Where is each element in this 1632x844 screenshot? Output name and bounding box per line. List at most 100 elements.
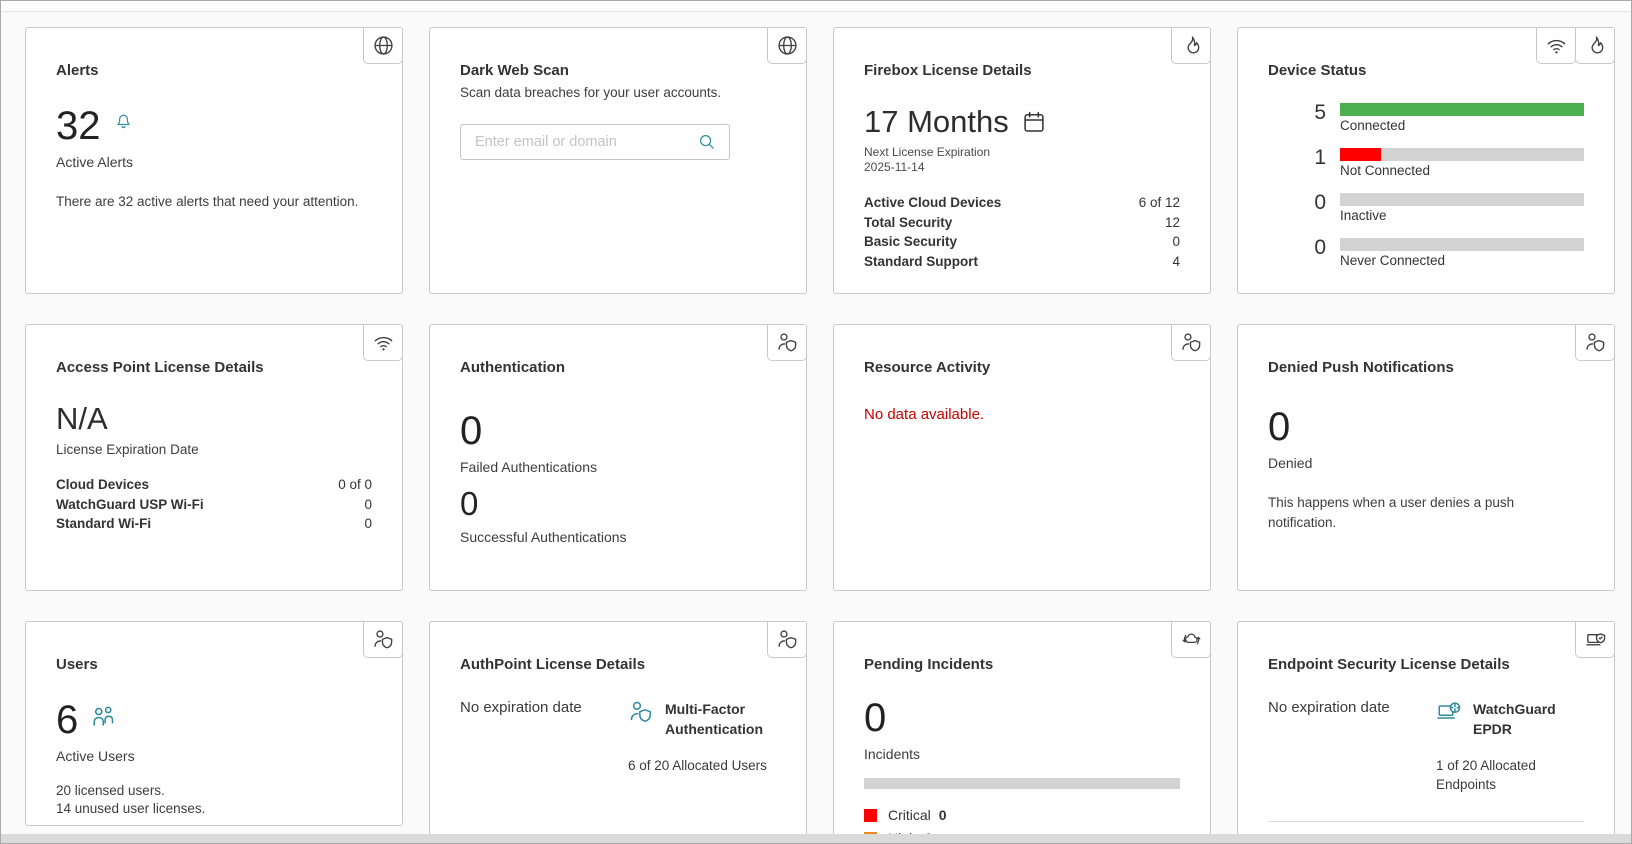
denied-count-label: Denied (1268, 455, 1313, 471)
resource-activity-card[interactable]: Resource Activity No data available. (833, 324, 1211, 591)
bar-track (1340, 193, 1584, 206)
table-row: WatchGuard USP Wi-Fi 0 (56, 496, 372, 512)
dark-web-subtitle: Scan data breaches for your user account… (460, 85, 722, 100)
dark-web-corner-badge (767, 28, 807, 64)
top-band (1, 1, 1631, 12)
authentication-corner-badge (767, 325, 807, 361)
device-status-corner-badges (1536, 28, 1615, 64)
dark-web-search-input[interactable] (473, 133, 697, 151)
endpoint-expiration: No expiration date (1268, 699, 1390, 716)
denied-push-card[interactable]: Denied Push Notifications 0 Denied This … (1237, 324, 1615, 591)
failed-auth-label: Failed Authentications (460, 459, 597, 475)
bar-track (1340, 148, 1584, 161)
authpoint-license-card[interactable]: AuthPoint License Details No expiration … (429, 621, 807, 843)
authpoint-corner-badge (767, 622, 807, 658)
user-shield-icon (372, 628, 395, 651)
bottom-edge-strip (1, 834, 1631, 843)
device-status-title: Device Status (1268, 62, 1367, 79)
wifi-icon (372, 331, 395, 354)
globe-icon (372, 34, 395, 57)
authpoint-title: AuthPoint License Details (460, 656, 646, 673)
globe-icon (776, 34, 799, 57)
users-title: Users (56, 656, 98, 673)
unused-licenses-text: 14 unused user licenses. (56, 801, 206, 817)
access-point-corner-badge (363, 325, 403, 361)
mfa-product-name: Multi-Factor Authentication (665, 701, 763, 738)
device-status-card[interactable]: Device Status 5 Connected 1 Not Connecte… (1237, 27, 1615, 294)
flame-icon (1584, 34, 1607, 57)
access-point-title: Access Point License Details (56, 359, 264, 376)
table-row: Cloud Devices 0 of 0 (56, 477, 372, 493)
alerts-count: 32 (56, 104, 101, 148)
widget-grid: Alerts 32 Active Alerts There are 32 act… (25, 27, 1615, 843)
firebox-license-card[interactable]: Firebox License Details 17 Months Next L… (833, 27, 1211, 294)
access-point-detail-rows: Cloud Devices 0 of 0 WatchGuard USP Wi-Fi… (56, 475, 372, 534)
endpoint-allocation: 1 of 20 Allocated Endpoints (1436, 757, 1536, 793)
pending-incidents-title: Pending Incidents (864, 656, 994, 673)
firebox-expiration-label: Next License Expiration (864, 145, 991, 160)
dark-web-title: Dark Web Scan (460, 62, 569, 79)
firebox-corner-badge (1171, 28, 1211, 64)
search-icon[interactable] (697, 132, 717, 152)
incidents-count-label: Incidents (864, 746, 921, 762)
user-shield-icon (776, 331, 799, 354)
table-row: Standard Wi-Fi 0 (56, 516, 372, 532)
firebox-title: Firebox License Details (864, 62, 1032, 79)
pending-incidents-corner-badge (1171, 622, 1211, 658)
alerts-description: There are 32 active alerts that need you… (56, 194, 359, 209)
critical-swatch (864, 808, 877, 822)
endpoint-title: Endpoint Security License Details (1268, 656, 1510, 673)
active-users-count: 6 (56, 698, 79, 742)
authpoint-expiration: No expiration date (460, 699, 582, 716)
denied-push-title: Denied Push Notifications (1268, 359, 1454, 376)
users-corner-badge (363, 622, 403, 658)
epdr-product-name: WatchGuard EPDR (1473, 701, 1556, 738)
table-row: Total Security 12 (864, 214, 1180, 230)
divider (1268, 820, 1584, 822)
bell-icon (113, 110, 134, 131)
user-shield-icon (776, 628, 799, 651)
dark-web-scan-card[interactable]: Dark Web Scan Scan data breaches for you… (429, 27, 807, 294)
firebox-expiration-date: 2025-11-14 (864, 160, 925, 175)
endpoint-corner-badge (1575, 622, 1615, 658)
no-data-message: No data available. (864, 406, 985, 423)
epdr-laptop-icon (1436, 699, 1462, 725)
bar-track (1340, 103, 1584, 116)
device-status-row: 0 Never Connected (1268, 236, 1584, 268)
active-users-label: Active Users (56, 748, 135, 764)
denied-push-corner-badge (1575, 325, 1615, 361)
endpoint-license-card[interactable]: Endpoint Security License Details No exp… (1237, 621, 1615, 843)
users-card[interactable]: Users 6 Active Users 20 licensed users. … (25, 621, 403, 826)
access-point-expiration-label: License Expiration Date (56, 442, 199, 458)
incidents-bar-track (864, 778, 1180, 789)
cloud-sync-icon (1180, 628, 1203, 651)
authentication-card[interactable]: Authentication 0 Failed Authentications … (429, 324, 807, 591)
success-auth-count: 0 (460, 485, 479, 522)
alerts-corner-badge (363, 28, 403, 64)
failed-auth-count: 0 (460, 409, 483, 453)
laptop-shield-icon (1584, 628, 1607, 651)
table-row: Active Cloud Devices 6 of 12 (864, 195, 1180, 211)
user-shield-icon (1584, 331, 1607, 354)
legend-item: Critical 0 (864, 807, 1180, 823)
firebox-headline: 17 Months (864, 104, 1009, 139)
access-point-license-card[interactable]: Access Point License Details N/A License… (25, 324, 403, 591)
calendar-icon (1021, 109, 1047, 135)
licensed-users-text: 20 licensed users. (56, 783, 165, 798)
table-row: Standard Support 4 (864, 253, 1180, 269)
device-status-row: 1 Not Connected (1268, 146, 1584, 178)
mfa-user-shield-icon (628, 699, 654, 725)
flame-icon (1180, 34, 1203, 57)
device-status-row: 5 Connected (1268, 101, 1584, 133)
authentication-title: Authentication (460, 359, 565, 376)
access-point-headline: N/A (56, 401, 108, 436)
bar-fill (1340, 148, 1382, 161)
device-status-row: 0 Inactive (1268, 191, 1584, 223)
alerts-card[interactable]: Alerts 32 Active Alerts There are 32 act… (25, 27, 403, 294)
users-icon (90, 703, 117, 730)
wifi-icon (1545, 34, 1568, 57)
success-auth-label: Successful Authentications (460, 528, 627, 545)
incidents-count: 0 (864, 696, 887, 740)
table-row: Basic Security 0 (864, 234, 1180, 250)
pending-incidents-card[interactable]: Pending Incidents 0 Incidents Critical 0… (833, 621, 1211, 843)
